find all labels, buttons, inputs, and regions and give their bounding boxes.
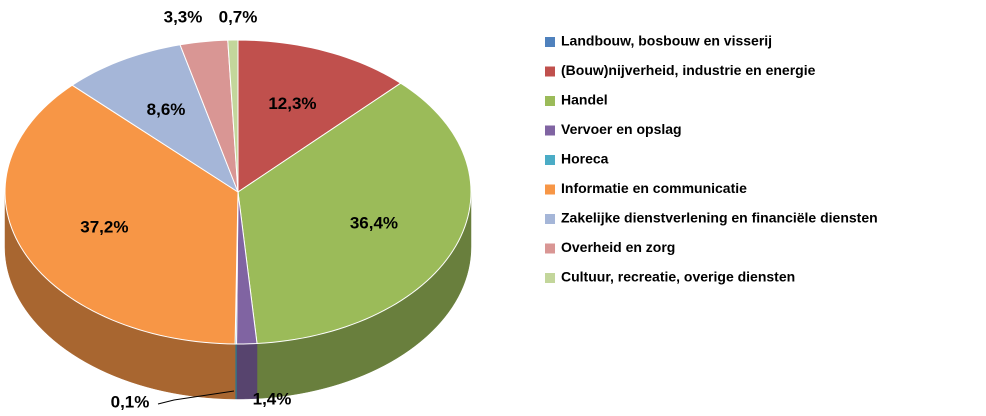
legend-label: Vervoer en opslag xyxy=(561,121,682,137)
legend-label: Zakelijke dienstverlening en financiële … xyxy=(561,210,878,226)
slice xyxy=(71,44,240,194)
data-label: 8,6% xyxy=(147,100,186,119)
data-label: 1,4% xyxy=(253,389,292,408)
legend-swatch xyxy=(545,37,555,47)
slice xyxy=(4,84,239,345)
data-label: 0,1% xyxy=(111,392,150,411)
slice xyxy=(227,39,239,193)
legend-swatch xyxy=(545,155,555,165)
legend-swatch xyxy=(545,214,555,224)
legend-label: Informatie en communicatie xyxy=(561,180,747,196)
leader-line xyxy=(157,390,235,405)
legend-swatch xyxy=(545,125,555,136)
legend-swatch xyxy=(545,184,555,195)
legend-label: Horeca xyxy=(561,151,609,167)
legend-label: Overheid en zorg xyxy=(561,239,675,255)
legend-swatch xyxy=(545,273,555,283)
data-label: 12,3% xyxy=(268,94,316,113)
legend-label: Cultuur, recreatie, overige diensten xyxy=(561,269,795,285)
legend-swatch xyxy=(545,243,555,254)
legend-label: Handel xyxy=(561,92,608,108)
data-label: 37,2% xyxy=(80,217,128,236)
data-label: 0,7% xyxy=(219,7,258,26)
data-label: 3,3% xyxy=(164,7,203,26)
legend-label: Landbouw, bosbouw en visserij xyxy=(561,33,772,49)
legend-swatch xyxy=(545,66,555,77)
slice xyxy=(179,39,239,193)
slice xyxy=(237,82,472,345)
legend-label: (Bouw)nijverheid, industrie en energie xyxy=(561,62,816,78)
slice xyxy=(237,39,402,193)
data-label: 36,4% xyxy=(350,213,398,232)
legend-swatch xyxy=(545,96,555,106)
